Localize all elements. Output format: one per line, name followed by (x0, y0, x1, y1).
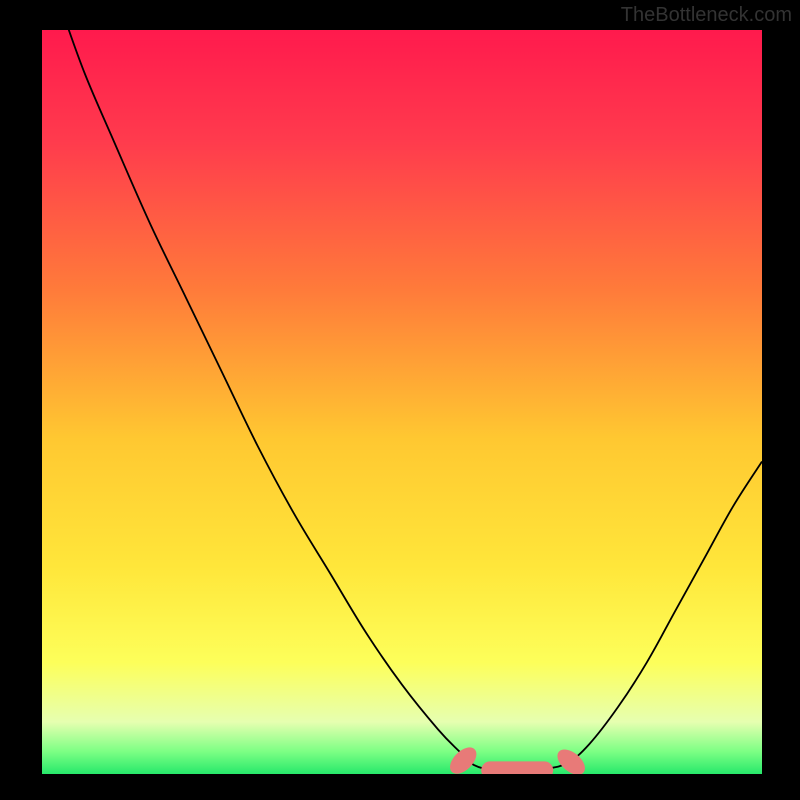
bottleneck-chart (0, 0, 800, 800)
watermark-text: TheBottleneck.com (621, 4, 792, 27)
gradient-background (42, 30, 762, 774)
